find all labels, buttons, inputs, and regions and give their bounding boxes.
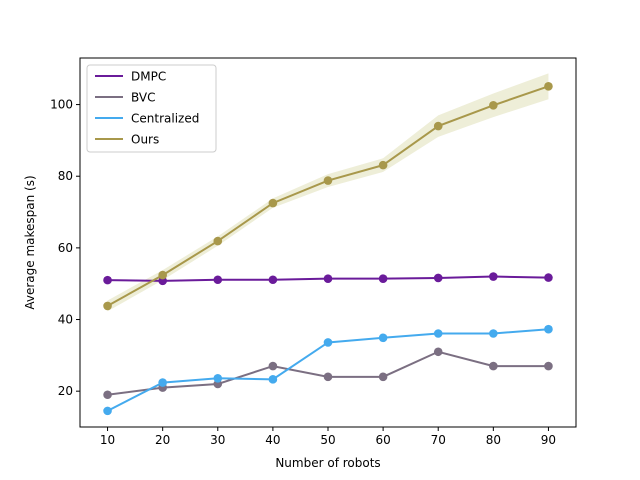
data-point-dmpc xyxy=(323,274,333,283)
legend-box xyxy=(86,64,217,153)
data-point-ours xyxy=(103,301,112,311)
data-point-ours xyxy=(378,160,388,170)
data-point-bvc xyxy=(433,347,443,357)
x-tick-label: 20 xyxy=(155,433,170,447)
data-point-centralized xyxy=(268,375,278,384)
y-tick-label: 20 xyxy=(58,384,73,398)
x-tick-label: 60 xyxy=(375,433,390,447)
legend-label-ours: Ours xyxy=(131,133,159,147)
y-tick-label: 100 xyxy=(50,98,73,112)
data-point-centralized xyxy=(489,329,498,338)
y-axis-label: Average makespan (s) xyxy=(23,175,37,309)
data-point-ours xyxy=(433,121,443,131)
data-point-centralized xyxy=(213,373,223,383)
series-points xyxy=(103,82,553,416)
x-axis-label: Number of robots xyxy=(275,456,380,470)
data-point-centralized xyxy=(323,338,333,347)
data-point-ours xyxy=(544,82,553,91)
data-point-ours xyxy=(213,236,223,246)
x-tick-label: 80 xyxy=(486,433,501,447)
data-point-bvc xyxy=(489,361,498,371)
y-axis: 20 40 60 80 100 xyxy=(50,98,80,398)
data-point-ours xyxy=(268,198,278,208)
legend: DMPC BVC Centralized Ours xyxy=(86,64,217,153)
data-point-dmpc xyxy=(268,275,278,285)
data-point-bvc xyxy=(268,361,278,371)
y-tick-label: 60 xyxy=(58,241,73,255)
data-point-ours xyxy=(158,270,167,280)
data-point-centralized xyxy=(158,378,167,387)
data-point-dmpc xyxy=(103,275,112,285)
data-point-bvc xyxy=(378,372,388,382)
legend-label-dmpc: DMPC xyxy=(131,70,166,84)
x-axis: 10 20 30 40 50 60 70 80 90 xyxy=(100,427,556,447)
x-tick-label: 30 xyxy=(210,433,225,447)
y-tick-label: 80 xyxy=(58,169,73,183)
data-point-dmpc xyxy=(433,273,443,283)
legend-label-bvc: BVC xyxy=(131,91,155,105)
data-point-bvc xyxy=(103,390,112,400)
data-point-centralized xyxy=(544,324,553,334)
x-tick-label: 70 xyxy=(431,433,446,447)
x-tick-label: 10 xyxy=(100,433,115,447)
x-tick-label: 90 xyxy=(541,433,556,447)
data-point-ours xyxy=(323,176,333,185)
data-point-dmpc xyxy=(544,273,553,282)
data-point-bvc xyxy=(323,372,333,382)
legend-label-centralized: Centralized xyxy=(131,112,199,126)
data-point-centralized xyxy=(103,406,112,416)
x-tick-label: 50 xyxy=(320,433,335,447)
data-point-centralized xyxy=(433,329,443,338)
data-point-centralized xyxy=(378,333,388,343)
data-point-dmpc xyxy=(213,275,223,285)
x-tick-label: 40 xyxy=(265,433,280,447)
data-point-dmpc xyxy=(378,274,388,283)
confidence-band-ours xyxy=(107,73,549,312)
confidence-bands xyxy=(107,73,549,312)
y-tick-label: 40 xyxy=(58,313,73,327)
data-point-dmpc xyxy=(489,272,498,281)
data-point-bvc xyxy=(544,361,553,371)
data-point-ours xyxy=(489,100,498,110)
